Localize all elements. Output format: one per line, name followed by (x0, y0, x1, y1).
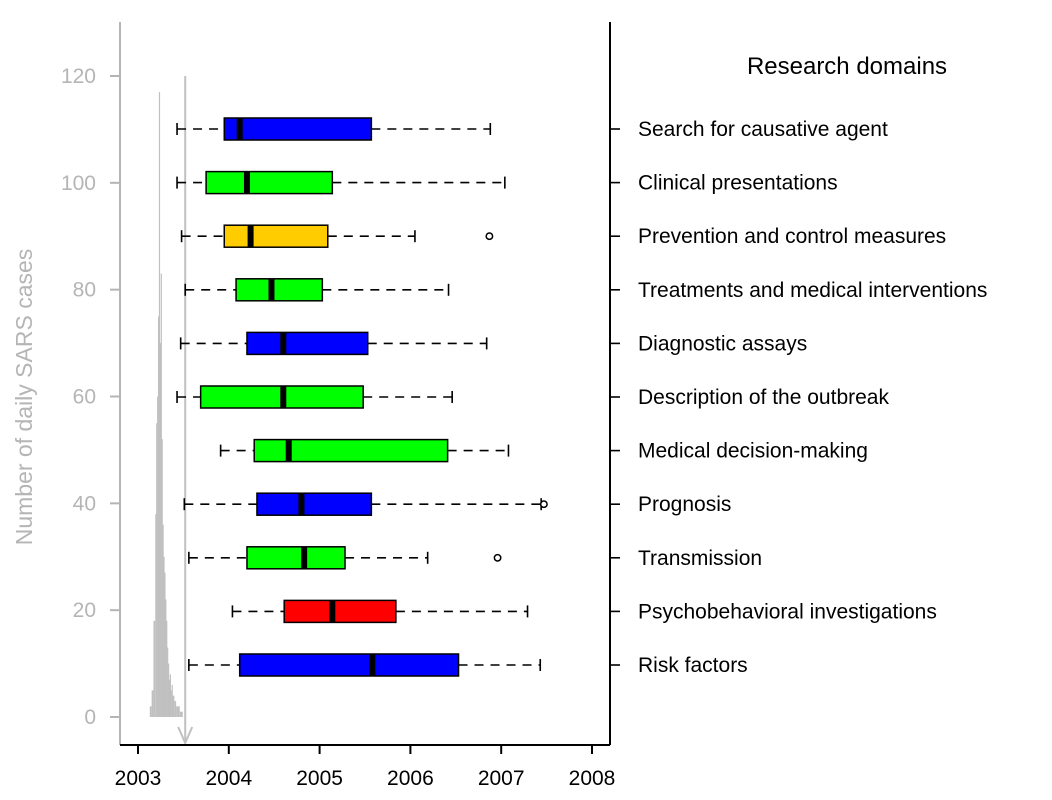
sars-case-bar (149, 706, 152, 717)
boxplot-row (179, 331, 488, 356)
sars-case-bar (172, 695, 175, 717)
category-label: Clinical presentations (638, 172, 838, 195)
sars-case-bar (176, 706, 178, 717)
x-axis-tick-label: 2004 (205, 767, 252, 790)
category-label: Description of the outbreak (638, 386, 889, 409)
sars-case-bar (153, 620, 156, 717)
iqr-box (223, 224, 329, 248)
x-axis-tick-label: 2008 (569, 767, 616, 790)
left-axis-tick-label: 0 (84, 706, 96, 729)
sars-case-bar (164, 572, 166, 717)
sars-case-bar (167, 663, 170, 717)
sars-case-bar (174, 700, 177, 717)
boxplot-row (183, 492, 548, 516)
iqr-box (235, 278, 324, 302)
sars-case-bar (170, 690, 172, 717)
left-axis-tick-label: 80 (73, 279, 96, 302)
sars-case-bar (160, 273, 162, 717)
sars-case-bar (179, 711, 183, 717)
left-axis-tick-label: 120 (61, 65, 96, 88)
category-label: Treatments and medical interventions (638, 279, 987, 302)
category-label: Psychobehavioral investigations (638, 600, 937, 623)
category-label: Prevention and control measures (638, 225, 946, 248)
iqr-box (256, 492, 373, 516)
x-axis-tick-label: 2003 (115, 767, 162, 790)
left-axis-tick-label: 20 (73, 599, 96, 622)
boxplot-row (176, 117, 492, 141)
sars-case-bar (159, 343, 161, 717)
left-axis-tick-label: 100 (61, 172, 96, 195)
sars-case-bar (156, 423, 158, 717)
boxplots (176, 117, 548, 677)
axes: 0 20 40 60 80 100 120 2003 2004 2005 2006 2007 2008 (61, 22, 620, 790)
category-label: Risk factors (638, 654, 748, 677)
x-axis-tick-label: 2006 (387, 767, 434, 790)
iqr-box (246, 331, 369, 356)
sars-histogram (149, 76, 194, 746)
category-label: Transmission (638, 547, 762, 570)
sars-case-bar (151, 690, 154, 717)
left-axis-tick-label: 60 (73, 386, 96, 409)
sars-case-bar (169, 674, 171, 717)
boxplot-row (176, 170, 506, 195)
boxplot-row (180, 224, 494, 248)
iqr-box (246, 546, 346, 570)
iqr-box (238, 653, 460, 677)
boxplot-row (184, 278, 450, 302)
outlier-point (493, 553, 502, 562)
category-label: Medical decision-making (638, 440, 868, 463)
sars-case-bar (167, 647, 169, 717)
x-axis-tick-label: 2007 (478, 767, 525, 790)
sars-case-bar (162, 524, 164, 717)
sars-case-bar (155, 514, 157, 717)
y-axis-label: Number of daily SARS cases (11, 249, 37, 546)
boxplot-row (188, 546, 502, 570)
boxplot-row (231, 599, 529, 624)
category-label: Search for causative agent (638, 118, 888, 141)
sars-case-bar (158, 92, 161, 717)
iqr-box (205, 170, 334, 195)
category-labels: Search for causative agent Clinical prese… (638, 118, 987, 677)
sars-case-bar (165, 599, 167, 717)
sars-case-bar (177, 706, 180, 717)
sars-case-bar (157, 396, 159, 717)
outlier-point (485, 232, 494, 241)
iqr-box (223, 117, 373, 141)
category-label: Diagnostic assays (638, 332, 807, 355)
research-domains-title: Research domains (747, 53, 947, 80)
iqr-box (253, 438, 449, 463)
boxplot-row (219, 438, 510, 463)
category-label: Prognosis (638, 493, 731, 516)
sars-case-bar (166, 620, 168, 717)
left-axis-tick-label: 40 (73, 492, 96, 515)
sars-case-bar (161, 439, 163, 717)
boxplot-row (188, 653, 542, 677)
sars-cutoff-arrow (177, 726, 194, 746)
x-axis-tick-label: 2005 (296, 767, 343, 790)
outlier-point (539, 500, 548, 509)
boxplot-row (176, 385, 453, 409)
sars-case-bar (157, 316, 160, 717)
sars-case-bar (168, 679, 171, 717)
sars-case-bar (163, 556, 165, 717)
iqr-box (283, 599, 397, 624)
sars-case-bar (171, 684, 173, 717)
